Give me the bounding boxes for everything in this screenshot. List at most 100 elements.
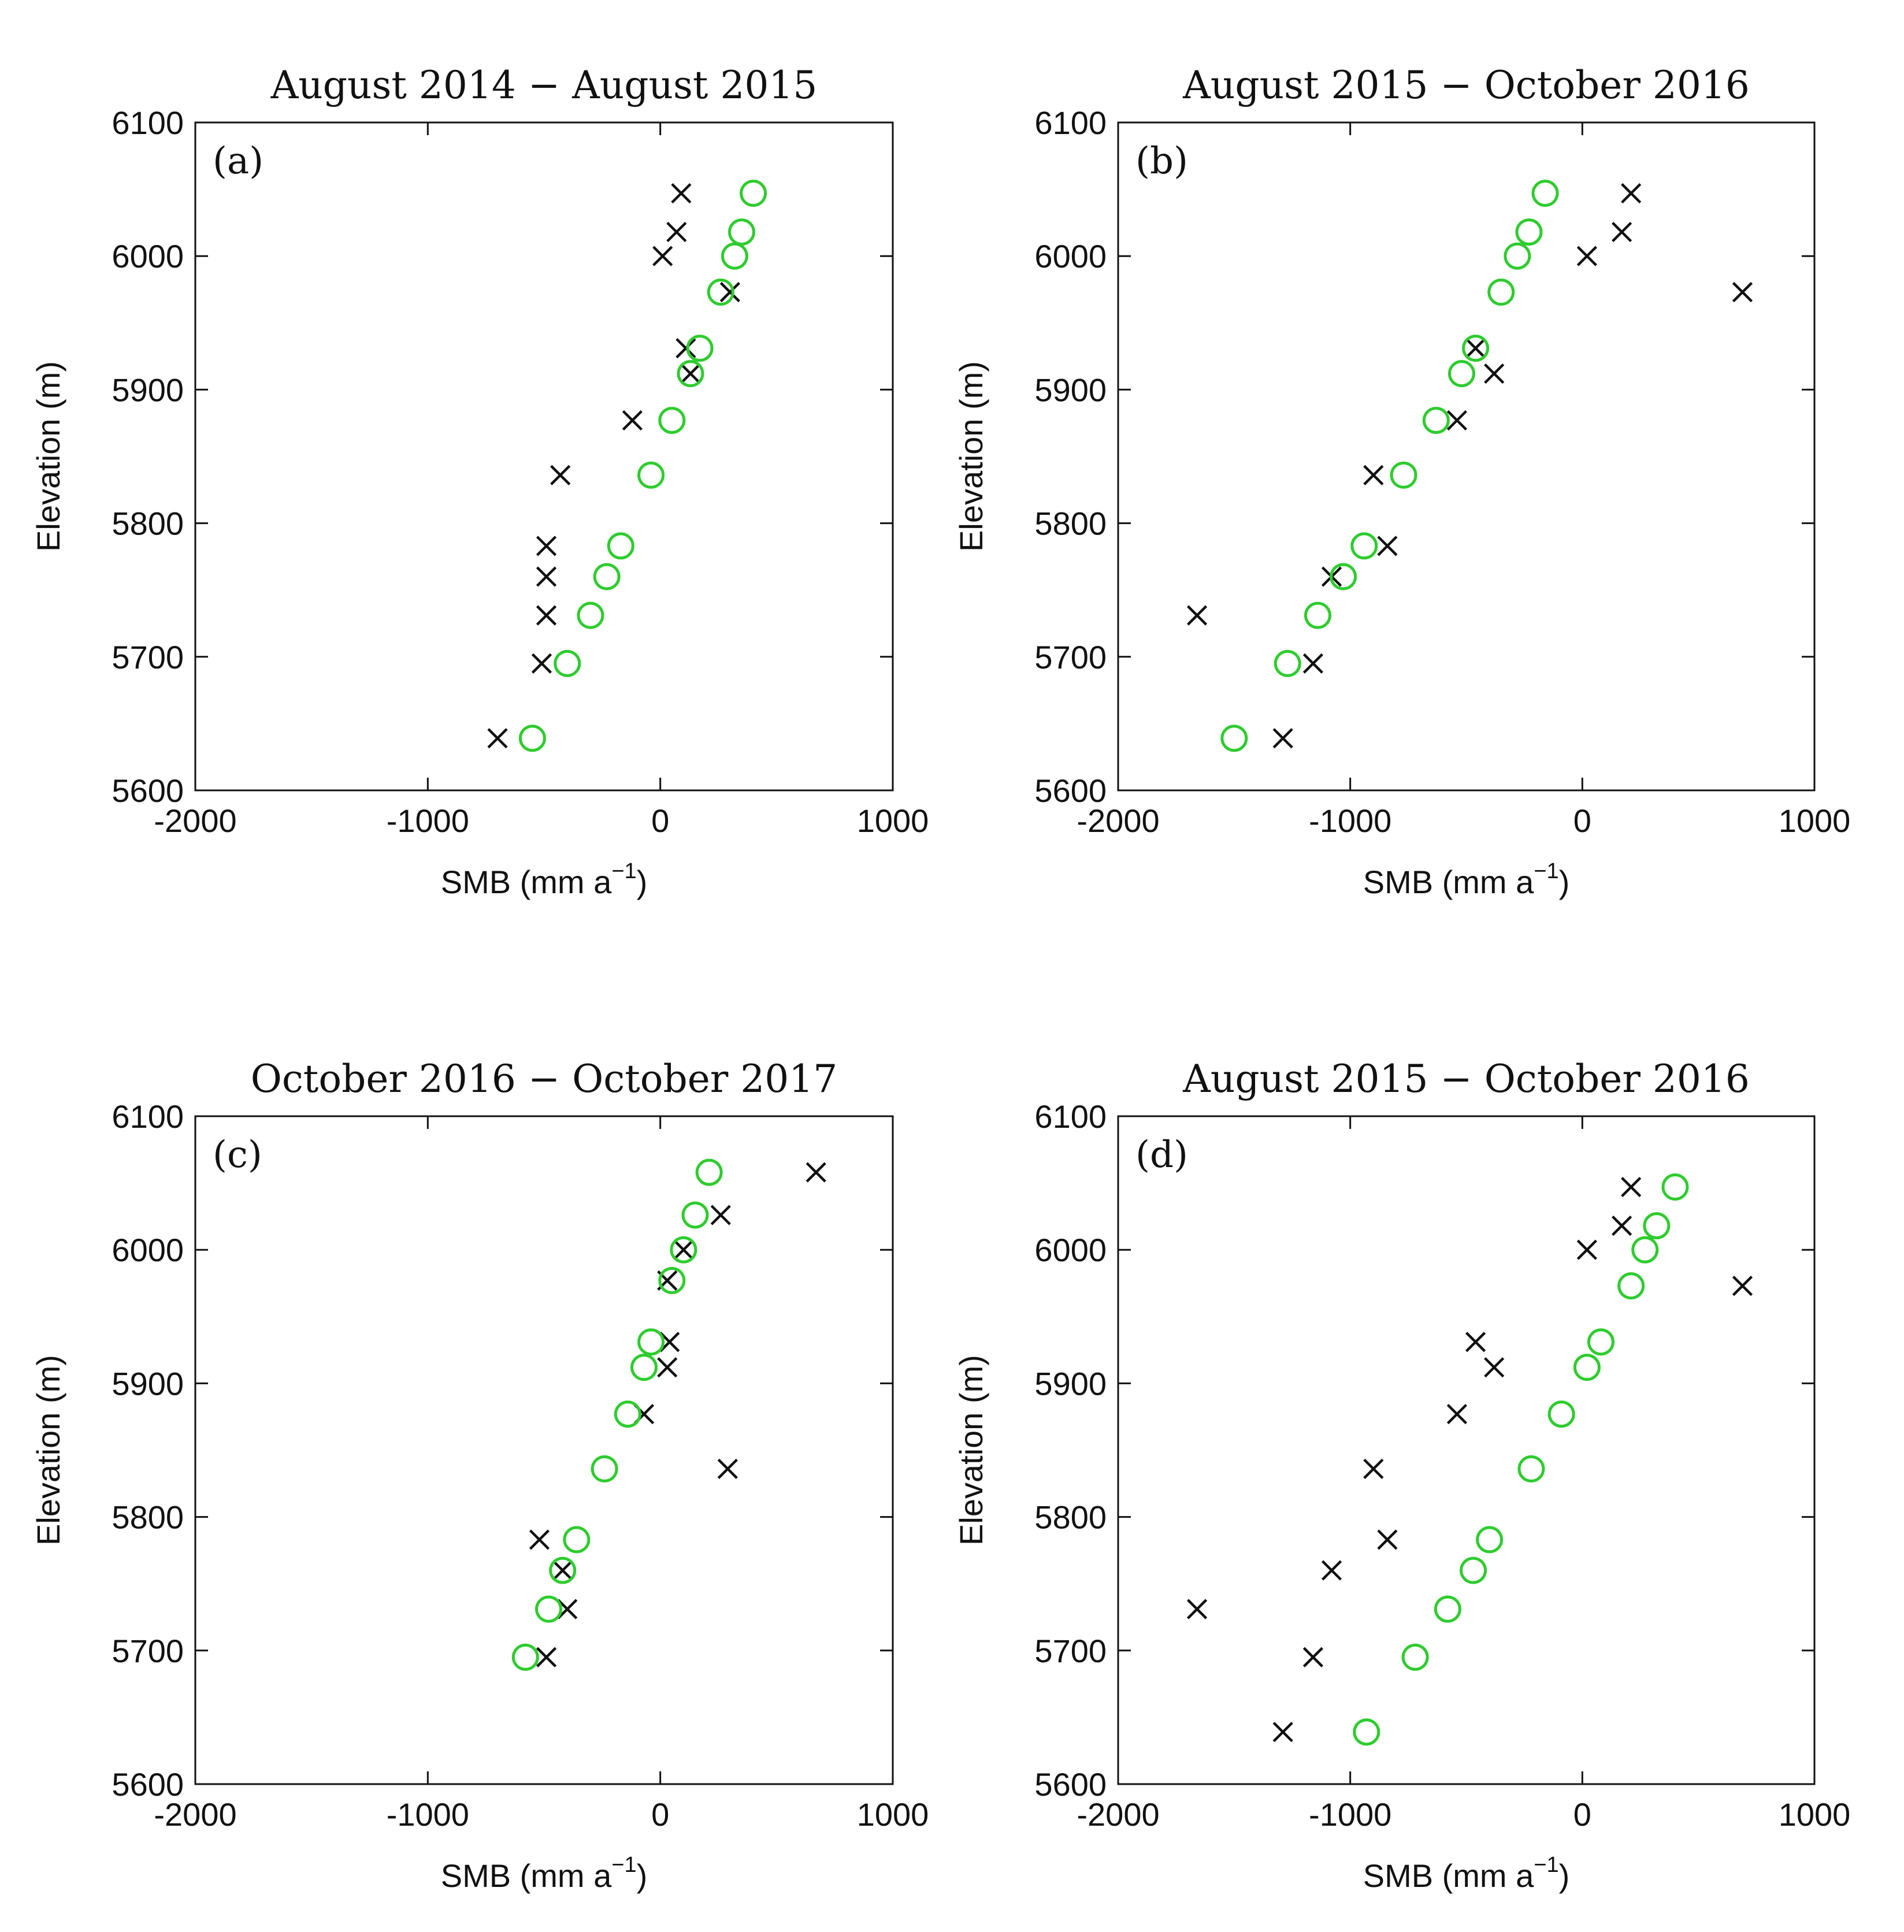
cross-point — [657, 1357, 678, 1378]
cross-point — [1321, 1560, 1342, 1581]
circle-point — [563, 1526, 591, 1554]
chart-title: October 2016 − October 2017 — [251, 1057, 838, 1101]
panel-label: (c) — [213, 1134, 262, 1176]
y-tick-label: 6000 — [112, 1232, 184, 1268]
cross-point — [536, 1647, 557, 1667]
circle-point — [518, 724, 546, 752]
x-axis-label: SMB (mm a−1) — [441, 859, 648, 900]
circle-point — [637, 461, 665, 489]
cross-point — [531, 653, 552, 674]
x-tick-label: -2000 — [1077, 1796, 1159, 1833]
cross-point — [550, 465, 571, 485]
circle-point — [658, 407, 686, 434]
circle-point — [1487, 278, 1515, 306]
cross-point — [1302, 653, 1323, 674]
cross-point — [1576, 246, 1597, 266]
cross-point — [673, 1239, 694, 1260]
y-tick-label: 6100 — [1034, 1098, 1107, 1135]
x-tick-label: 0 — [1573, 802, 1591, 839]
circle-point — [591, 1455, 618, 1483]
circle-point — [577, 601, 604, 629]
cross-point — [487, 728, 508, 749]
y-tick-label: 5900 — [112, 1365, 184, 1402]
circle-point — [1643, 1212, 1671, 1240]
x-axis-label: SMB (mm a−1) — [1363, 859, 1570, 900]
y-tick-label: 6000 — [1034, 1232, 1107, 1268]
circle-point — [535, 1595, 563, 1623]
circle-point — [1517, 1455, 1545, 1483]
plot-frame — [1117, 1115, 1816, 1785]
circle-point — [1353, 1718, 1380, 1746]
cross-point — [1363, 465, 1384, 485]
cross-point — [536, 566, 557, 587]
y-tick-label: 6100 — [112, 105, 184, 141]
circle-point — [1631, 1236, 1659, 1264]
cross-point — [710, 1205, 731, 1225]
cross-point — [1377, 1529, 1398, 1550]
circle-point — [637, 1328, 665, 1356]
circle-point — [658, 1266, 686, 1294]
circle-point — [1390, 461, 1417, 489]
circle-point — [630, 1354, 658, 1381]
y-axis-label: Elevation (m) — [30, 361, 66, 552]
cross-point — [622, 410, 643, 431]
circle-point — [1448, 360, 1475, 388]
x-tick-label: 0 — [651, 802, 669, 839]
panel-a: August 2014 − August 2015(a) -2000 -1000 0 1… — [30, 63, 929, 900]
y-tick-label: 5800 — [112, 1499, 184, 1536]
cross-point — [1446, 410, 1468, 431]
circle-point — [1460, 1556, 1487, 1584]
circle-point — [1401, 1643, 1429, 1671]
y-tick-label: 5800 — [1034, 1499, 1107, 1536]
circle-point — [1274, 649, 1301, 677]
circle-point — [614, 1400, 641, 1428]
x-tick-label: -1000 — [1309, 802, 1391, 839]
circle-point — [1462, 335, 1490, 362]
cross-point — [676, 338, 696, 359]
panel-label: (a) — [213, 140, 263, 183]
circle-point — [1304, 601, 1331, 629]
cross-point — [1621, 1176, 1642, 1198]
y-tick-label: 5900 — [1034, 1365, 1107, 1402]
circle-point — [728, 218, 755, 246]
y-tick-label: 5600 — [112, 1766, 184, 1803]
circle-point — [1476, 1526, 1504, 1554]
circle-point — [670, 1236, 697, 1264]
cross-point — [1446, 1403, 1468, 1425]
cross-point — [671, 183, 692, 204]
cross-point — [1576, 1239, 1597, 1260]
x-tick-label: -2000 — [154, 1796, 236, 1833]
cross-point — [1621, 183, 1642, 204]
y-axis-label: Elevation (m) — [953, 361, 989, 552]
circle-point — [681, 1201, 709, 1229]
circle-point — [1617, 1272, 1645, 1300]
x-tick-label: 0 — [651, 1796, 669, 1833]
x-tick-label: 1000 — [1779, 802, 1851, 839]
x-tick-label: -1000 — [1309, 1796, 1391, 1833]
circle-point — [1350, 532, 1378, 560]
cross-point — [1732, 1276, 1753, 1296]
chart-title: August 2015 − October 2016 — [1182, 63, 1750, 107]
circle-point — [1661, 1173, 1689, 1201]
plot-frame — [194, 1115, 894, 1785]
y-tick-label: 5700 — [1034, 1633, 1107, 1669]
y-tick-label: 5600 — [112, 772, 184, 809]
y-tick-label: 5600 — [1034, 1766, 1107, 1803]
circle-point — [677, 360, 704, 388]
cross-point — [680, 363, 701, 384]
y-tick-label: 6100 — [1034, 105, 1107, 141]
circle-point — [686, 335, 714, 362]
x-tick-label: -2000 — [1077, 802, 1159, 839]
circle-point — [1220, 724, 1248, 752]
circle-point — [740, 180, 767, 207]
cross-point — [806, 1162, 826, 1183]
cross-point — [536, 605, 557, 626]
cross-point — [529, 1529, 550, 1550]
cross-point — [1612, 221, 1632, 243]
circle-point — [1504, 242, 1531, 270]
circle-point — [1587, 1328, 1614, 1356]
x-axis-label: SMB (mm a−1) — [441, 1853, 648, 1894]
y-axis-label: Elevation (m) — [953, 1355, 989, 1545]
y-tick-label: 5600 — [1034, 772, 1107, 809]
